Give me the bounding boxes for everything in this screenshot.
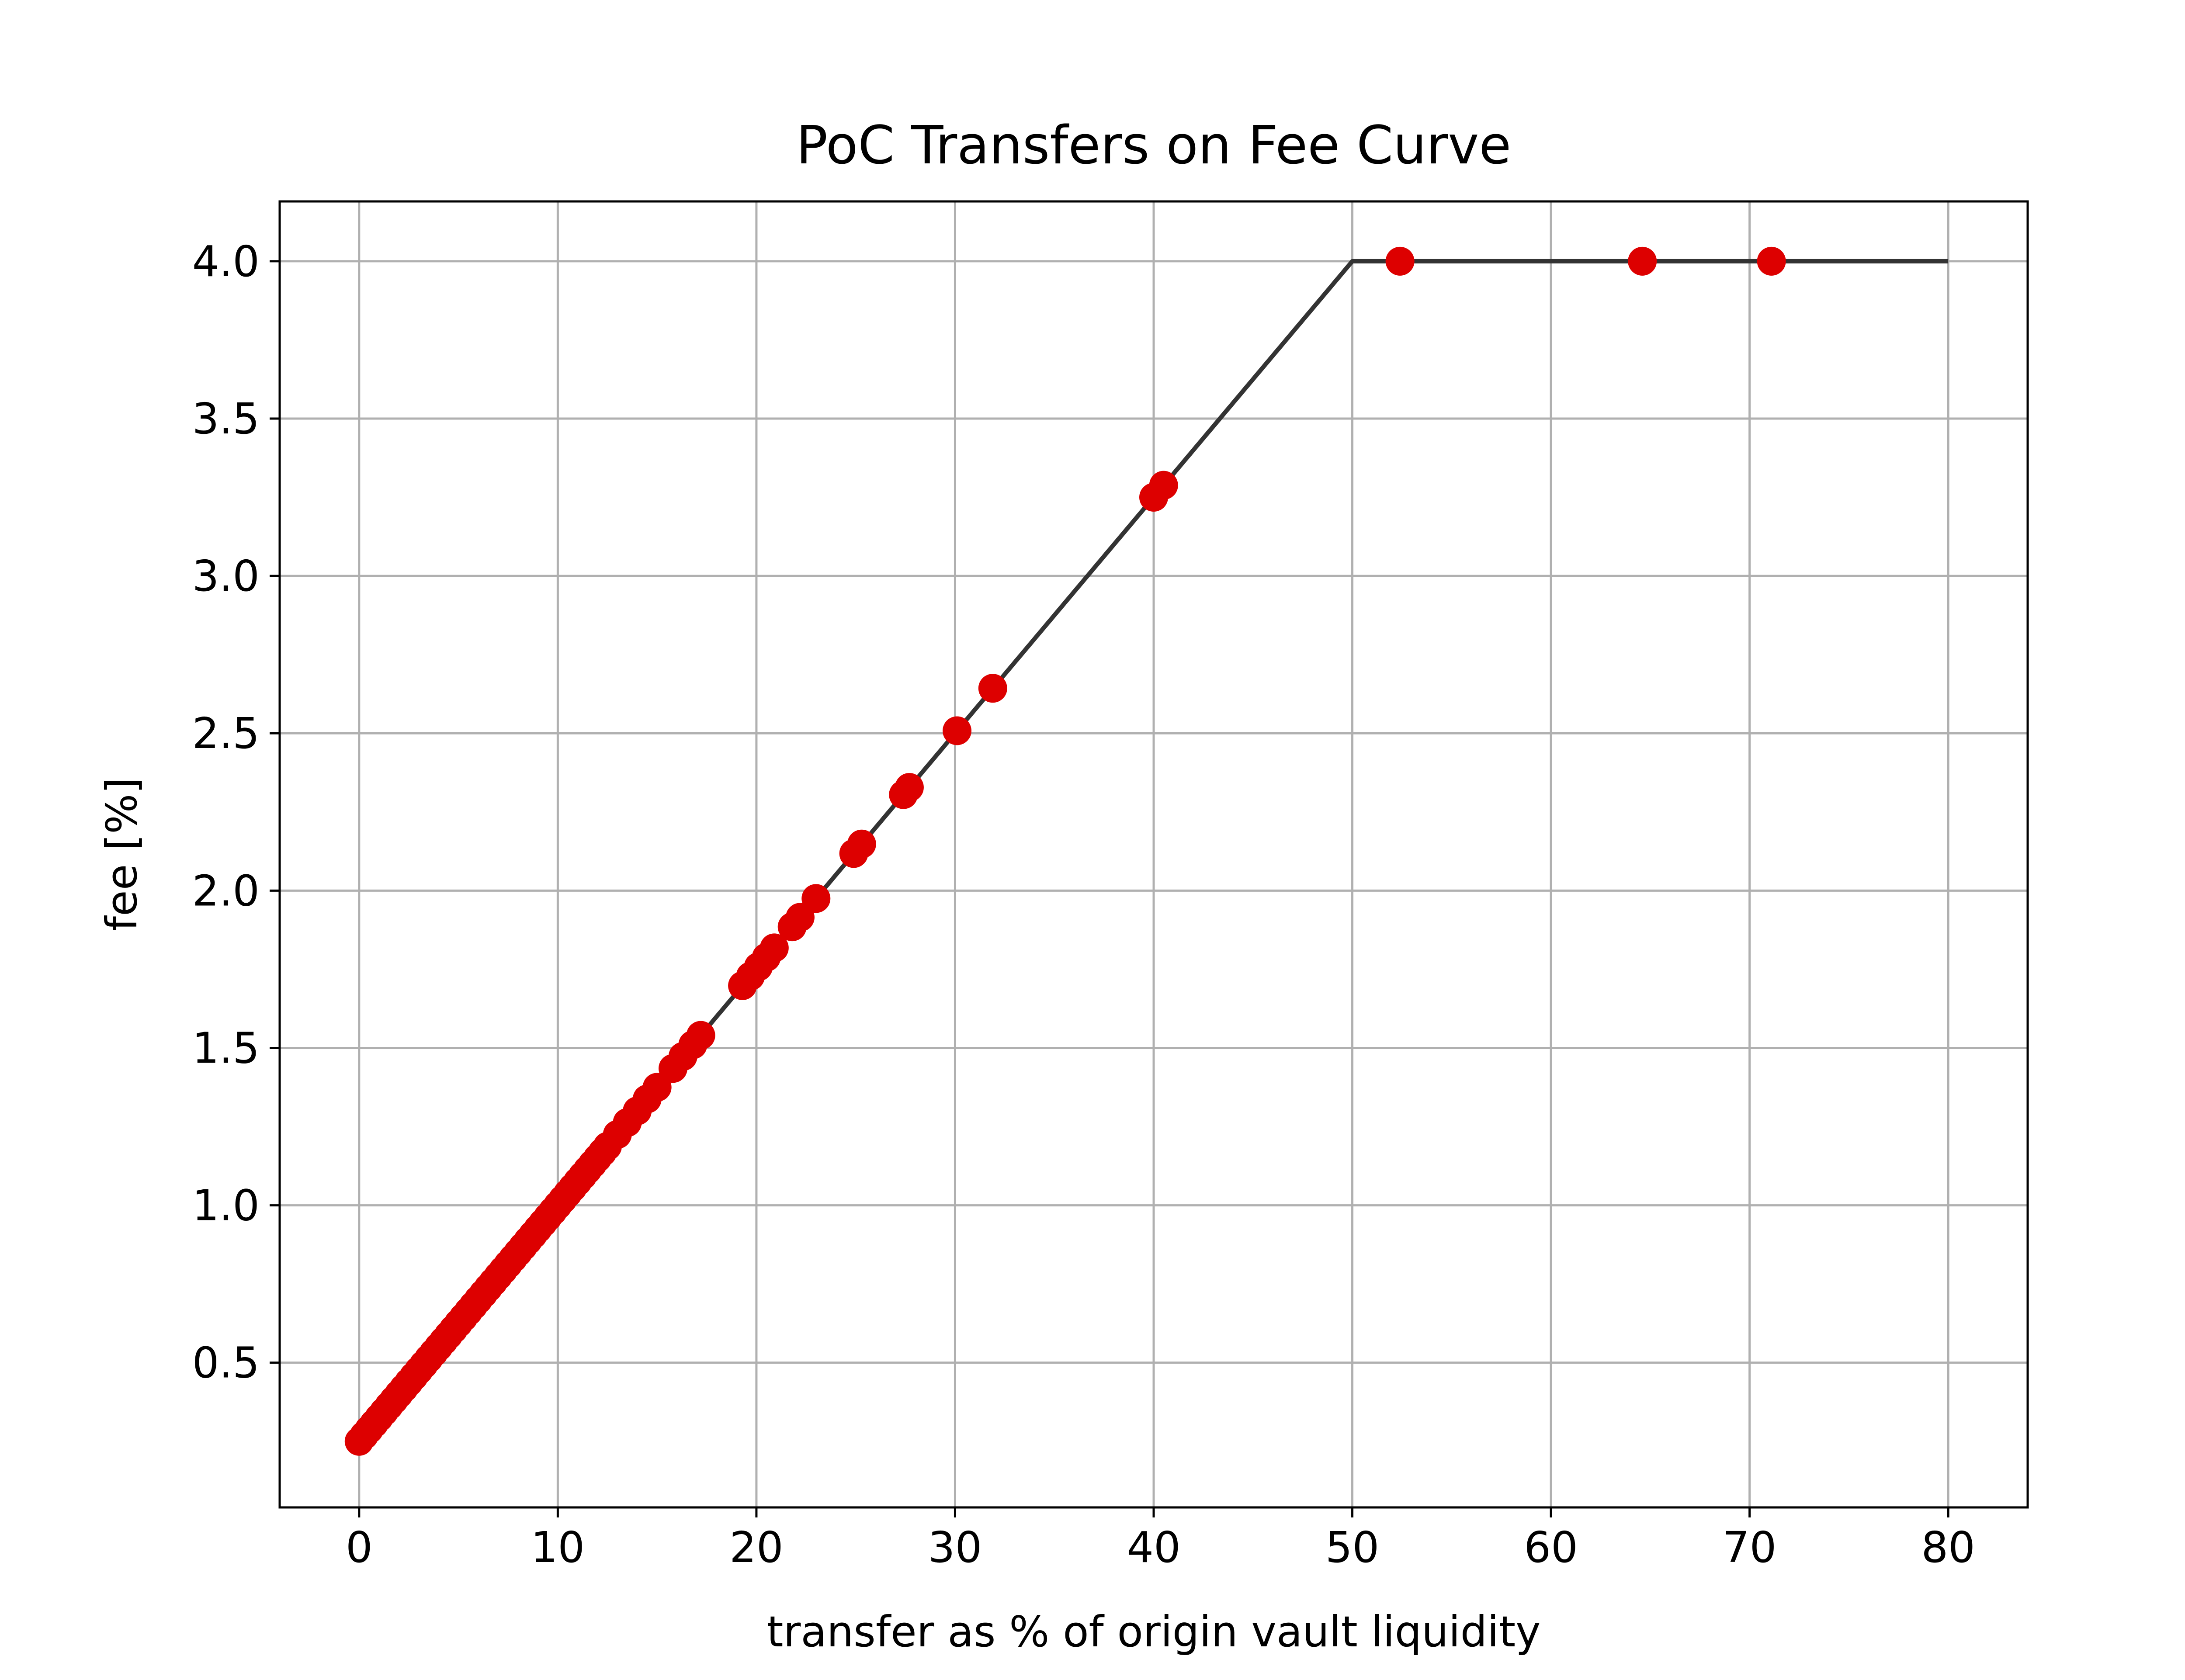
x-tick-label: 60 xyxy=(1524,1523,1578,1572)
x-tick-label: 10 xyxy=(531,1523,585,1572)
x-tick-label: 0 xyxy=(346,1523,373,1572)
x-tick-label: 30 xyxy=(928,1523,982,1572)
y-tick-label: 2.0 xyxy=(192,866,260,915)
transfer-point xyxy=(1385,246,1415,276)
ticks: 0 10 20 30 40 50 60 70 80 0.5 1.0 1.5 2.0 2.5 3.0 3.5 4.… xyxy=(192,237,1975,1572)
y-tick-label: 0.5 xyxy=(192,1338,260,1388)
x-tick-label: 80 xyxy=(1921,1523,1975,1572)
y-tick-label: 3.5 xyxy=(192,394,260,443)
y-tick-label: 3.0 xyxy=(192,551,260,601)
transfer-point xyxy=(785,903,815,932)
transfer-point xyxy=(760,933,789,963)
transfer-point xyxy=(1149,471,1178,500)
y-tick-label: 1.5 xyxy=(192,1023,260,1073)
x-tick-label: 70 xyxy=(1723,1523,1776,1572)
transfer-point xyxy=(1757,246,1786,276)
series-layer xyxy=(344,246,1949,1456)
transfer-point xyxy=(895,773,924,802)
transfer-point xyxy=(847,829,876,859)
transfer-point xyxy=(801,884,831,913)
transfer-point xyxy=(943,716,971,745)
transfer-point xyxy=(978,674,1007,703)
chart-title: PoC Transfers on Fee Curve xyxy=(796,115,1512,176)
y-tick-label: 2.5 xyxy=(192,709,260,758)
transfer-point xyxy=(642,1073,672,1102)
y-tick-label: 4.0 xyxy=(192,237,260,286)
x-axis-label: transfer as % of origin vault liquidity xyxy=(766,1607,1540,1656)
x-tick-label: 50 xyxy=(1325,1523,1379,1572)
transfer-point xyxy=(686,1021,715,1050)
x-tick-label: 20 xyxy=(729,1523,783,1572)
x-tick-label: 40 xyxy=(1127,1523,1180,1572)
y-axis-label: fee [%] xyxy=(97,777,146,931)
y-tick-label: 1.0 xyxy=(192,1181,260,1230)
transfer-point xyxy=(1628,246,1657,276)
